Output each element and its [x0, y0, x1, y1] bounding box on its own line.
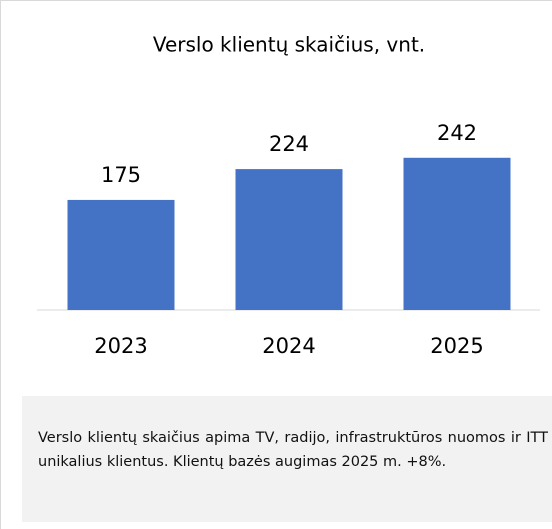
- x-tick-label: 2023: [94, 334, 147, 358]
- bar: [67, 199, 175, 310]
- bar: [235, 169, 343, 310]
- data-label: 175: [101, 163, 141, 187]
- x-tick-label: 2025: [430, 334, 483, 358]
- data-label: 242: [437, 121, 477, 145]
- x-tick-label: 2024: [262, 334, 315, 358]
- chart-title: Verslo klientų skaičius, vnt.: [153, 33, 425, 57]
- data-label: 224: [269, 132, 309, 156]
- bar: [403, 157, 511, 310]
- note: Verslo klientų skaičius apima TV, radijo…: [22, 396, 552, 522]
